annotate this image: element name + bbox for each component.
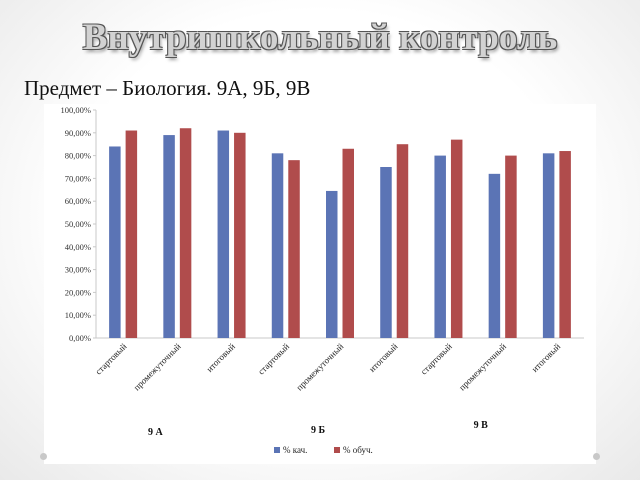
y-tick-label: 50,00% (65, 219, 91, 229)
x-category-label: итоговый (530, 341, 563, 374)
y-tick-label: 40,00% (65, 242, 91, 252)
y-tick-label: 30,00% (65, 265, 91, 275)
bar-kach (434, 155, 446, 338)
y-tick-label: 20,00% (65, 287, 91, 297)
x-category-label: итоговый (367, 341, 400, 374)
bar-kach (380, 167, 392, 338)
bar-obuch (234, 132, 246, 338)
chart-area: 0,00% 10,00% 20,00% 30,00% 40,00% 50,00% 60,00… (44, 104, 596, 464)
bar-kach (542, 153, 555, 338)
bar-chart: 0,00% 10,00% 20,00% 30,00% 40,00% 50,00% 60,00… (61, 105, 584, 455)
x-category-label: стартовый (93, 341, 128, 376)
y-tick-label: 0,00% (69, 333, 91, 343)
group-label: 9 В (474, 420, 489, 431)
x-category-label: стартовый (419, 341, 454, 376)
decor-dot-left (40, 453, 47, 460)
legend-label: % кач. (283, 445, 307, 455)
bar-kach (163, 135, 175, 338)
y-tick-label: 90,00% (65, 128, 91, 138)
bar-obuch (396, 144, 409, 338)
bar-kach (217, 130, 230, 338)
bar-obuch (179, 128, 192, 338)
legend-swatch (274, 447, 280, 453)
x-category-label: промежуточный (132, 341, 183, 392)
bar-kach (109, 146, 121, 338)
decor-dot-right (593, 453, 600, 460)
x-category-label: стартовый (256, 341, 291, 376)
bar-kach (271, 153, 284, 338)
group-label: 9 Б (311, 425, 326, 436)
bar-kach (326, 190, 338, 338)
bar-obuch (342, 148, 354, 338)
y-tick-label: 10,00% (65, 310, 91, 320)
slide-title: Внутришкольный контроль (82, 17, 558, 58)
y-tick-label: 100,00% (61, 105, 91, 115)
bar-obuch (559, 151, 571, 338)
legend-label: % обуч. (343, 445, 373, 455)
bar-obuch (288, 160, 300, 338)
bar-obuch (450, 139, 463, 338)
bar-obuch (125, 130, 138, 338)
x-category-label: промежуточный (457, 341, 508, 392)
bar-obuch (505, 155, 517, 338)
bar-kach (488, 173, 501, 338)
y-tick-label: 80,00% (65, 151, 91, 161)
group-label: 9 А (148, 427, 164, 438)
y-tick-label: 60,00% (65, 196, 91, 206)
legend-swatch (334, 447, 340, 453)
x-category-label: итоговый (204, 341, 237, 374)
slide-subtitle: Предмет – Биология. 9А, 9Б, 9В (24, 76, 311, 100)
x-category-label: промежуточный (294, 341, 345, 392)
y-tick-label: 70,00% (65, 173, 91, 183)
